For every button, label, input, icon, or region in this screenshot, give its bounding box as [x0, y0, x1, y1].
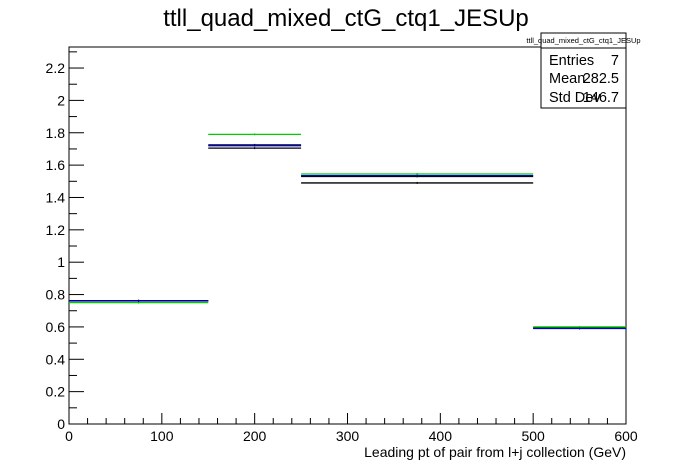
y-tick-label: 0.4 [46, 351, 66, 367]
stats-box-title: ttll_quad_mixed_ctG_ctq1_JESUp [526, 36, 640, 45]
x-tick-label: 0 [65, 428, 73, 444]
x-tick-label: 300 [336, 428, 360, 444]
stats-stddev-value: 146.7 [583, 90, 619, 106]
x-tick-label: 200 [243, 428, 267, 444]
stats-mean-label: Mean [549, 71, 585, 87]
stats-entries-label: Entries [549, 53, 594, 69]
x-tick-label: 500 [521, 428, 545, 444]
y-tick-label: 0 [57, 416, 65, 432]
y-tick-label: 1.2 [46, 222, 66, 238]
y-tick-label: 0.8 [46, 287, 66, 303]
y-axis: 0 0.2 0.4 0.6 0.8 1 1.2 1.4 1.6 1.8 2 2.2 [46, 51, 84, 432]
y-tick-label: 0.2 [46, 384, 66, 400]
y-tick-label: 0.6 [46, 319, 66, 335]
stats-box: ttll_quad_mixed_ctG_ctq1_JESUp Entries 7… [526, 32, 641, 109]
y-tick-label: 2 [57, 92, 65, 108]
series-4 [69, 144, 626, 330]
x-tick-label: 100 [150, 428, 174, 444]
y-tick-label: 2.2 [46, 60, 66, 76]
stats-box-frame [540, 32, 627, 109]
histogram-series [69, 133, 626, 330]
stats-stddev-label: Std Dev [549, 90, 601, 106]
x-tick-label: 600 [614, 428, 638, 444]
series-3 [69, 133, 626, 328]
y-tick-label: 1.8 [46, 125, 66, 141]
x-tick-label: 400 [429, 428, 453, 444]
x-axis-label: Leading pt of pair from l+j collection (… [364, 444, 626, 460]
y-tick-label: 1.4 [46, 189, 66, 205]
y-tick-label: 1.6 [46, 157, 66, 173]
stats-entries-value: 7 [611, 53, 619, 69]
stats-mean-value: 282.5 [583, 71, 619, 87]
chart-title: ttll_quad_mixed_ctG_ctq1_JESUp [163, 5, 529, 32]
x-axis: 0 100 200 300 400 500 600 [65, 413, 638, 444]
y-tick-label: 1 [57, 254, 65, 270]
